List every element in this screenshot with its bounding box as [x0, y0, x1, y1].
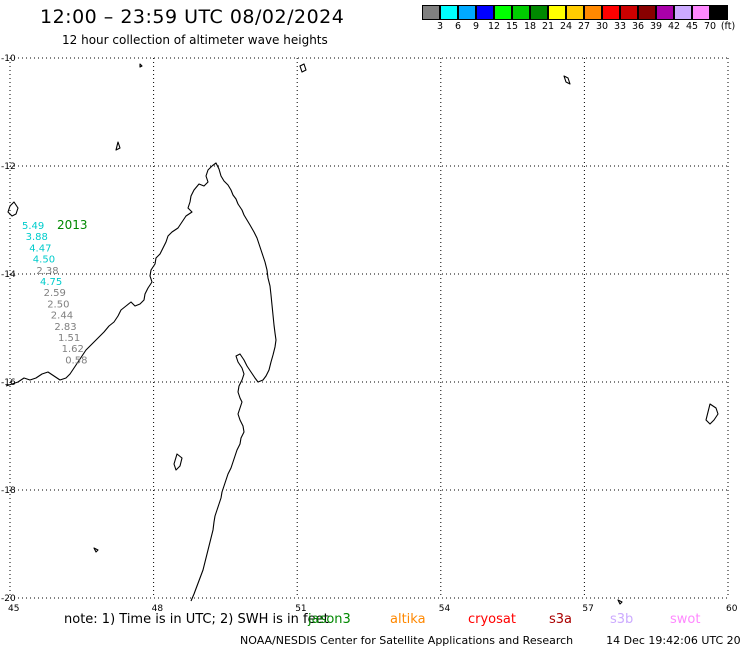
wave-height-color-scale — [422, 5, 728, 20]
color-scale-label: 36 — [631, 21, 645, 32]
wave-height-value: 2.59 — [44, 288, 66, 299]
islet — [93, 547, 99, 553]
wave-height-value: 2.44 — [51, 311, 73, 322]
lon-tick-label: 45 — [8, 604, 19, 614]
color-scale-label: 33 — [613, 21, 627, 32]
wave-height-value: 3.88 — [26, 232, 48, 243]
mayotte-island — [115, 141, 121, 151]
color-scale-label: 18 — [523, 21, 537, 32]
track-time-label: 2013 — [57, 218, 88, 232]
color-swatch — [548, 5, 566, 20]
wave-height-value: 4.47 — [29, 243, 51, 254]
altimeter-track: 2013 5.493.884.474.502.384.752.592.502.44… — [22, 218, 88, 366]
wave-height-value: 0.58 — [65, 355, 87, 366]
lat-tick-label: -14 — [1, 270, 16, 280]
color-scale-label: 70 — [703, 21, 717, 32]
wave-height-value: 1.62 — [62, 344, 84, 355]
lon-tick-label: 60 — [726, 604, 738, 614]
color-swatch — [530, 5, 548, 20]
satellite-legend-item: s3a — [549, 612, 573, 627]
lat-tick-label: -12 — [1, 162, 16, 172]
rodrigues-island — [563, 75, 571, 85]
lat-tick-label: -10 — [1, 54, 16, 64]
color-swatch — [710, 5, 728, 20]
color-swatch — [512, 5, 530, 20]
color-scale-label: 15 — [505, 21, 519, 32]
islet — [139, 63, 143, 68]
footer-credit: NOAA/NESDIS Center for Satellite Applica… — [240, 634, 740, 647]
wave-height-value: 2.83 — [54, 322, 76, 333]
satellite-legend-item: jason3 — [308, 612, 351, 627]
satellite-legend-item: altika — [390, 612, 426, 627]
color-scale-label: (ft) — [720, 21, 736, 32]
wave-height-value: 4.50 — [33, 255, 55, 266]
color-scale-label: 24 — [559, 21, 573, 32]
wave-height-value: 5.49 — [22, 221, 44, 232]
color-scale-label: 45 — [685, 21, 699, 32]
color-swatch — [584, 5, 602, 20]
color-scale-label: 21 — [541, 21, 555, 32]
axis-labels: 45 48 51 54 57 60 -10 -12 -14 -16 -18 -20 — [1, 54, 738, 614]
lon-tick-label: 57 — [582, 604, 593, 614]
satellite-legend-item: cryosat — [468, 612, 516, 627]
color-scale-label: 27 — [577, 21, 591, 32]
color-swatch — [638, 5, 656, 20]
color-swatch — [422, 5, 440, 20]
islet — [617, 599, 623, 605]
color-scale-label: 12 — [487, 21, 501, 32]
color-swatch — [674, 5, 692, 20]
reunion-island — [705, 403, 719, 425]
wave-height-value: 2.38 — [36, 266, 58, 277]
lon-tick-label: 51 — [295, 604, 306, 614]
color-scale-label: 39 — [649, 21, 663, 32]
color-swatch — [458, 5, 476, 20]
page-title: 12:00 – 23:59 UTC 08/02/2024 — [40, 6, 345, 28]
lon-tick-label: 48 — [152, 604, 164, 614]
color-swatch — [692, 5, 710, 20]
lat-lon-grid — [9, 57, 729, 599]
glorieuses-island — [299, 63, 307, 73]
color-scale-labels: 3 6 9 12 15 18 21 24 27 30 33 36 39 42 45 70 (ft) — [422, 21, 740, 35]
lat-tick-label: -16 — [1, 378, 16, 388]
color-swatch — [602, 5, 620, 20]
satellite-legend-item: s3b — [610, 612, 634, 627]
wave-height-value: 1.51 — [58, 333, 80, 344]
page-subtitle: 12 hour collection of altimeter wave hei… — [62, 33, 328, 47]
generated-timestamp: 14 Dec 19:42:06 UTC 2024 — [606, 634, 740, 647]
lat-tick-label: -18 — [1, 486, 16, 496]
color-scale-label: 42 — [667, 21, 681, 32]
madagascar-coastline-north — [5, 165, 213, 387]
wave-height-value: 4.75 — [40, 277, 62, 288]
color-swatch — [620, 5, 638, 20]
color-swatch — [476, 5, 494, 20]
color-swatch — [440, 5, 458, 20]
color-scale-label: 30 — [595, 21, 609, 32]
wave-height-value: 2.50 — [47, 299, 69, 310]
mauritius-island — [173, 453, 183, 471]
footer-note: note: 1) Time is in UTC; 2) SWH is in fe… — [64, 612, 329, 627]
color-swatch — [656, 5, 674, 20]
coastline — [5, 63, 719, 605]
lon-tick-label: 54 — [439, 604, 451, 614]
credit-text: NOAA/NESDIS Center for Satellite Applica… — [240, 634, 574, 647]
color-scale-label: 6 — [454, 21, 462, 32]
color-scale-label: 9 — [472, 21, 480, 32]
color-swatch — [566, 5, 584, 20]
lat-tick-label: -20 — [1, 594, 16, 604]
satellite-legend-item: swot — [670, 612, 701, 627]
color-scale-label: 3 — [436, 21, 444, 32]
madagascar-coastline — [190, 162, 277, 602]
comoros-island — [7, 201, 19, 217]
color-swatch — [494, 5, 512, 20]
